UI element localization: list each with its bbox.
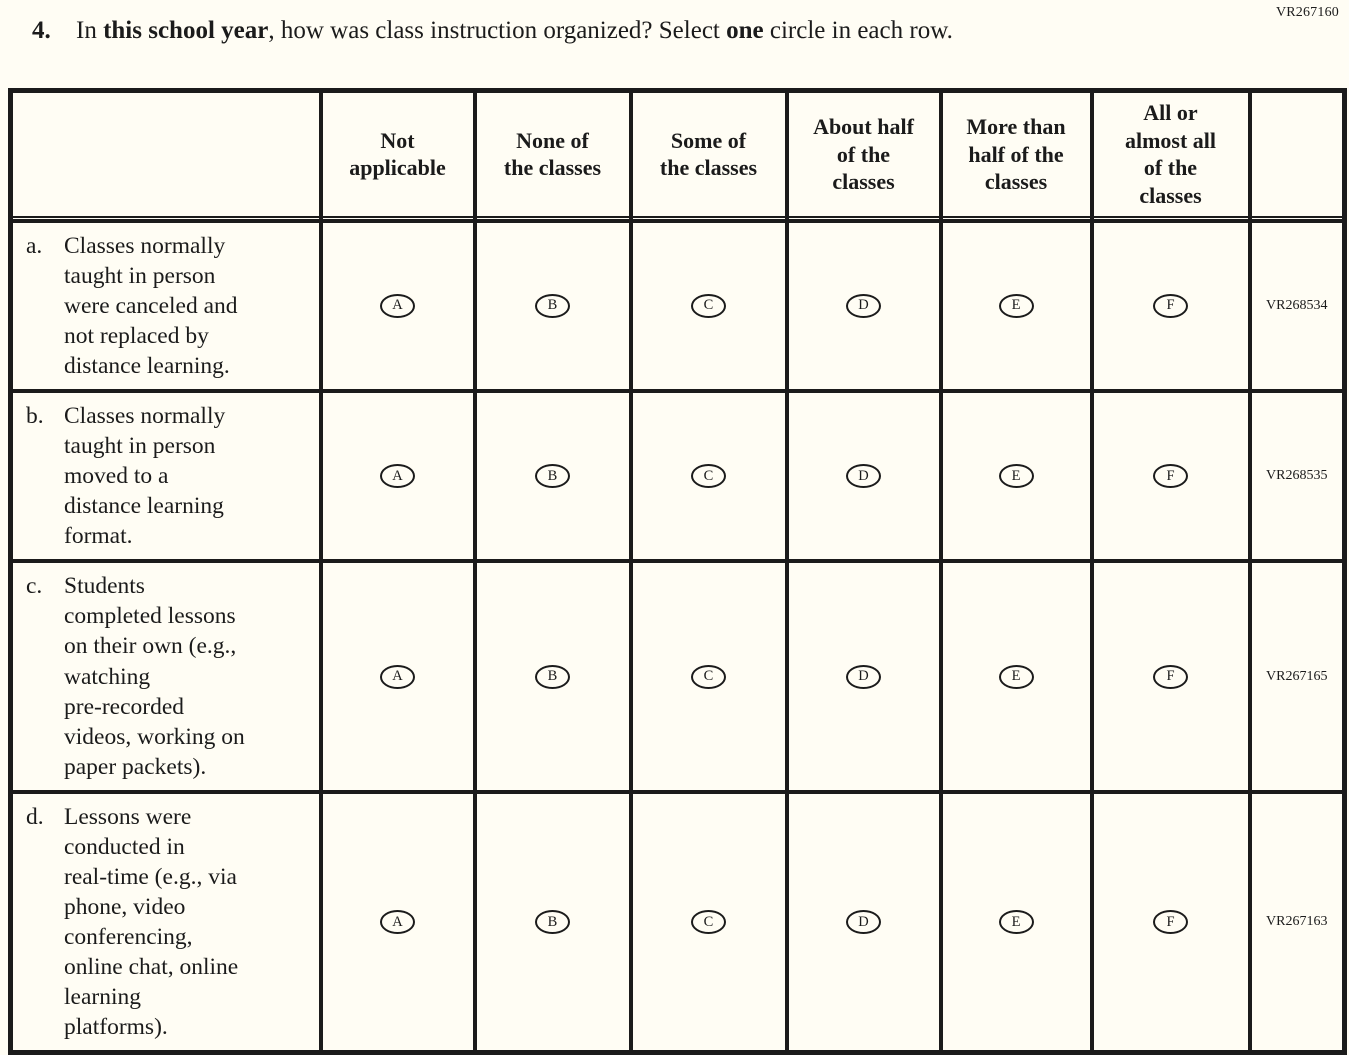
answer-bubble-a-C[interactable]: C (691, 293, 726, 318)
question-text: In this school year, how was class instr… (76, 16, 953, 46)
column-header-none-of-classes: None of the classes (472, 88, 633, 218)
table-row-c: c. Students completed lessons on their o… (8, 559, 1347, 794)
column-header-more-than-half: More than half of the classes (938, 88, 1094, 218)
row-text: Classes normally taught in person moved … (64, 402, 226, 550)
answer-bubble-b-B[interactable]: B (535, 464, 570, 489)
question-4-matrix: Not applicable None of the classes Some … (8, 88, 1347, 1055)
answer-bubble-c-C[interactable]: C (691, 664, 726, 689)
question-text-bold: this school year (103, 17, 269, 44)
answer-bubble-d-B[interactable]: B (535, 910, 570, 935)
row-text: Lessons were conducted in real-time (e.g… (64, 803, 239, 1041)
answer-bubble-a-A[interactable]: A (380, 293, 415, 318)
table-row-a: a. Classes normally taught in person wer… (8, 218, 1347, 393)
column-header-not-applicable: Not applicable (318, 88, 477, 218)
answer-bubble-c-E[interactable]: E (998, 664, 1034, 689)
question-text-part: In (76, 17, 104, 44)
row-letter: a. (26, 232, 43, 259)
answer-bubble-d-F[interactable]: F (1153, 910, 1188, 935)
answer-cell: A (318, 559, 477, 794)
header-empty-corner (8, 88, 323, 218)
column-header-about-half: About half of the classes (784, 88, 943, 218)
answer-cell: F (1089, 789, 1252, 1055)
answer-cell: C (628, 559, 789, 794)
row-label: a. Classes normally taught in person wer… (8, 218, 323, 393)
answer-bubble-b-F[interactable]: F (1153, 464, 1188, 489)
answer-bubble-b-D[interactable]: D (846, 464, 881, 489)
answer-cell: F (1089, 218, 1252, 393)
answer-cell: D (784, 388, 943, 564)
answer-bubble-a-F[interactable]: F (1153, 293, 1188, 318)
answer-cell: E (938, 559, 1094, 794)
question-4-matrix-table: Not applicable None of the classes Some … (8, 88, 1347, 1055)
form-code: VR267160 (1275, 5, 1339, 20)
header-row: Not applicable None of the classes Some … (8, 88, 1347, 218)
answer-bubble-b-C[interactable]: C (691, 464, 726, 489)
answer-cell: F (1089, 388, 1252, 564)
answer-cell: C (628, 789, 789, 1055)
answer-bubble-c-D[interactable]: D (846, 664, 881, 689)
row-code: VR268534 (1247, 218, 1347, 393)
answer-bubble-d-D[interactable]: D (846, 910, 881, 935)
row-label: c. Students completed lessons on their o… (8, 559, 323, 794)
question-text-part: , how was class instruction organized? S… (268, 17, 727, 44)
question-4: 4. In this school year, how was class in… (32, 16, 1239, 46)
answer-cell: D (784, 218, 943, 393)
answer-cell: B (472, 388, 633, 564)
answer-cell: E (938, 218, 1094, 393)
row-text: Classes normally taught in person were c… (64, 232, 238, 379)
row-label: d. Lessons were conducted in real-time (… (8, 789, 323, 1055)
row-letter: c. (26, 573, 43, 600)
table-row-b: b. Classes normally taught in person mov… (8, 388, 1347, 564)
answer-bubble-c-A[interactable]: A (380, 664, 415, 689)
answer-cell: E (938, 789, 1094, 1055)
answer-bubble-d-E[interactable]: E (998, 910, 1034, 935)
answer-cell: B (472, 789, 633, 1055)
answer-bubble-b-A[interactable]: A (380, 464, 415, 489)
answer-cell: B (472, 218, 633, 393)
answer-cell: D (784, 559, 943, 794)
column-header-some-of-classes: Some of the classes (628, 88, 789, 218)
answer-cell: A (318, 388, 477, 564)
answer-bubble-d-A[interactable]: A (380, 910, 415, 935)
row-letter: b. (26, 402, 44, 429)
answer-bubble-c-F[interactable]: F (1153, 664, 1188, 689)
row-code: VR268535 (1247, 388, 1347, 564)
header-divider (8, 215, 1347, 223)
row-label: b. Classes normally taught in person mov… (8, 388, 323, 564)
answer-bubble-a-E[interactable]: E (998, 293, 1034, 318)
question-number: 4. (32, 17, 51, 44)
answer-cell: D (784, 789, 943, 1055)
row-letter: d. (26, 803, 44, 830)
question-text-bold: one (726, 17, 764, 44)
answer-cell: B (472, 559, 633, 794)
row-code: VR267163 (1247, 789, 1347, 1055)
answer-bubble-a-D[interactable]: D (846, 293, 881, 318)
answer-cell: F (1089, 559, 1252, 794)
answer-cell: E (938, 388, 1094, 564)
answer-bubble-d-C[interactable]: C (691, 910, 726, 935)
answer-cell: A (318, 218, 477, 393)
answer-cell: A (318, 789, 477, 1055)
header-empty-code-column (1247, 88, 1347, 218)
column-header-all-or-almost-all: All or almost all of the classes (1089, 88, 1252, 218)
question-text-part: circle in each row. (763, 17, 953, 44)
row-text: Students completed lessons on their own … (64, 573, 245, 780)
table-row-d: d. Lessons were conducted in real-time (… (8, 789, 1347, 1055)
row-code: VR267165 (1247, 559, 1347, 794)
answer-cell: C (628, 218, 789, 393)
answer-bubble-c-B[interactable]: B (535, 664, 570, 689)
answer-bubble-a-B[interactable]: B (535, 293, 570, 318)
answer-cell: C (628, 388, 789, 564)
answer-bubble-b-E[interactable]: E (998, 464, 1034, 489)
